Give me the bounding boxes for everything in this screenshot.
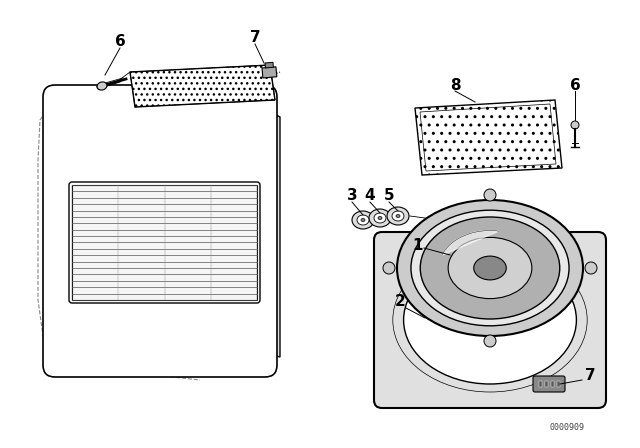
FancyBboxPatch shape bbox=[374, 232, 606, 408]
Text: 5: 5 bbox=[384, 189, 394, 203]
FancyBboxPatch shape bbox=[533, 376, 565, 392]
Circle shape bbox=[484, 335, 496, 347]
Ellipse shape bbox=[396, 215, 400, 217]
Polygon shape bbox=[265, 109, 280, 357]
Text: 6: 6 bbox=[570, 78, 580, 92]
Ellipse shape bbox=[369, 209, 391, 227]
Text: 7: 7 bbox=[250, 30, 260, 46]
Ellipse shape bbox=[387, 207, 409, 225]
Ellipse shape bbox=[378, 216, 382, 220]
Circle shape bbox=[585, 262, 597, 274]
Circle shape bbox=[484, 189, 496, 201]
Ellipse shape bbox=[361, 219, 365, 221]
Text: 1: 1 bbox=[413, 237, 423, 253]
Polygon shape bbox=[67, 89, 261, 97]
Bar bbox=[262, 67, 277, 78]
FancyBboxPatch shape bbox=[43, 85, 277, 377]
Text: 3: 3 bbox=[347, 189, 357, 203]
Bar bbox=[265, 62, 273, 68]
Text: 2: 2 bbox=[395, 294, 405, 310]
Polygon shape bbox=[415, 100, 562, 175]
Ellipse shape bbox=[97, 82, 107, 90]
Text: 8: 8 bbox=[450, 78, 460, 92]
Ellipse shape bbox=[571, 121, 579, 129]
Ellipse shape bbox=[448, 237, 532, 299]
Bar bbox=[72, 185, 257, 300]
Circle shape bbox=[383, 262, 395, 274]
Ellipse shape bbox=[397, 200, 583, 336]
Text: 7: 7 bbox=[585, 369, 595, 383]
Ellipse shape bbox=[357, 215, 369, 225]
Ellipse shape bbox=[374, 213, 386, 223]
Text: 4: 4 bbox=[365, 189, 375, 203]
Ellipse shape bbox=[411, 210, 569, 326]
Polygon shape bbox=[130, 65, 275, 107]
Ellipse shape bbox=[352, 211, 374, 229]
Ellipse shape bbox=[474, 256, 506, 280]
Bar bbox=[551, 381, 554, 387]
Text: 0000909: 0000909 bbox=[550, 423, 585, 432]
Polygon shape bbox=[442, 231, 499, 255]
Ellipse shape bbox=[382, 240, 598, 400]
Ellipse shape bbox=[404, 256, 577, 384]
Ellipse shape bbox=[392, 211, 404, 221]
Text: 6: 6 bbox=[115, 34, 125, 49]
Bar bbox=[539, 381, 542, 387]
Bar bbox=[545, 381, 548, 387]
Bar bbox=[557, 381, 560, 387]
Ellipse shape bbox=[420, 217, 560, 319]
